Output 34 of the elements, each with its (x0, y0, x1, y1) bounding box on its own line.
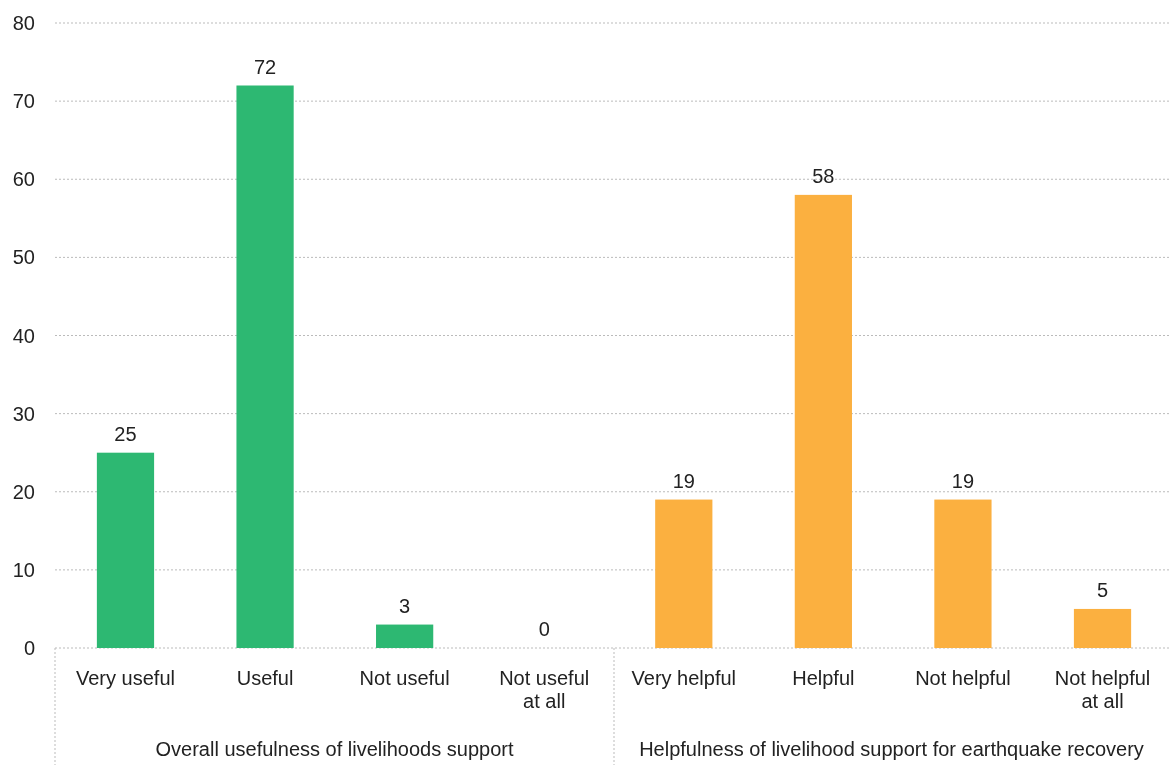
x-tick-label: Very helpful (631, 667, 737, 689)
x-tick-label: Useful (236, 667, 294, 689)
y-tick-label: 50 (12, 246, 35, 269)
y-tick-label: 20 (12, 480, 35, 503)
data-label: 58 (812, 164, 835, 187)
data-label: 0 (538, 618, 550, 640)
data-label: 72 (253, 55, 277, 78)
bar (376, 624, 434, 648)
bar (96, 452, 155, 648)
y-tick-label: 60 (12, 168, 35, 191)
y-tick-label: 40 (12, 324, 35, 347)
x-tick-label: Not helpful at all (1054, 667, 1151, 712)
x-tick-label: Not useful (359, 667, 450, 689)
x-tick-label: Not helpful (915, 667, 1011, 689)
y-tick-label: 0 (23, 637, 35, 659)
data-label: 19 (951, 469, 975, 492)
y-tick-label: 70 (12, 90, 35, 113)
bar (236, 85, 294, 648)
y-tick-label: 30 (12, 402, 35, 425)
data-label: 19 (672, 469, 695, 492)
data-label: 5 (1096, 578, 1109, 601)
y-tick-label: 80 (12, 12, 35, 34)
x-tick-label: Very useful (76, 667, 175, 689)
x-tick-label: Not useful at all (499, 667, 590, 712)
bar (655, 499, 713, 648)
bar (794, 194, 852, 648)
text: Helpfulness of livelihood support for earthquake recovery (639, 738, 1144, 760)
data-label: 25 (114, 422, 137, 445)
x-tick-label: Helpful (792, 667, 855, 689)
data-label: 3 (399, 594, 411, 617)
bar (934, 499, 992, 648)
bar (1073, 608, 1132, 648)
text: Overall usefulness of livelihoods support (155, 738, 514, 760)
y-tick-label: 10 (12, 558, 35, 581)
